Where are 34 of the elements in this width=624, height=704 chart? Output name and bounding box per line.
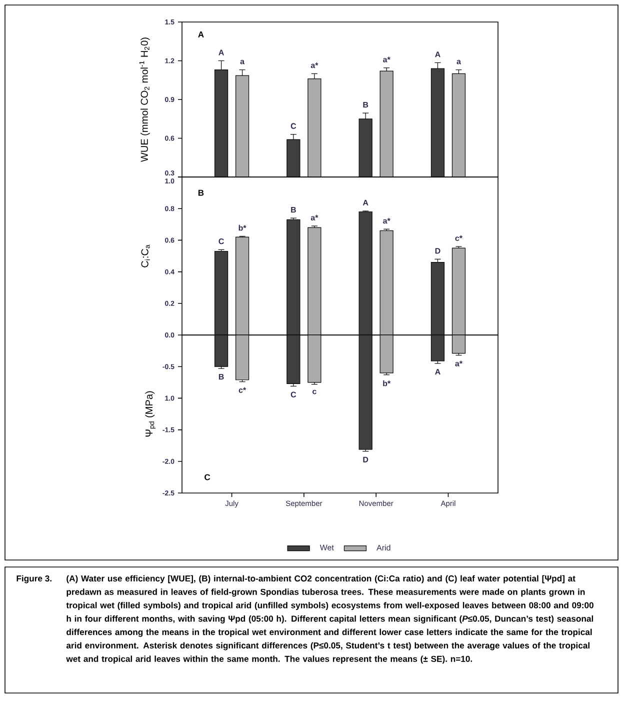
data-label: A bbox=[218, 50, 224, 56]
data-label: D bbox=[435, 248, 440, 254]
data-label: a bbox=[456, 60, 461, 64]
data-label: A bbox=[362, 200, 368, 206]
data-label: a* bbox=[455, 360, 462, 366]
y-axis-title: Ψ$_{pd}$ (MPa) bbox=[145, 391, 156, 437]
legend-label: Arid bbox=[376, 544, 390, 551]
data-label: a* bbox=[310, 62, 318, 68]
data-label: b* bbox=[383, 380, 391, 386]
y-axis-title: C$_{i}$:C$_{a}$ bbox=[141, 244, 150, 268]
data-label: C bbox=[290, 392, 296, 398]
data-label: A bbox=[435, 52, 440, 58]
caption: Figure 3. bbox=[16, 575, 52, 584]
data-label: c* bbox=[455, 235, 462, 241]
data-label: a* bbox=[383, 218, 390, 224]
data-label: c bbox=[312, 390, 316, 394]
data-label: A bbox=[435, 368, 440, 374]
annotation: A bbox=[198, 31, 204, 38]
data-label: C bbox=[218, 238, 224, 244]
legend-label: Wet bbox=[320, 544, 334, 550]
text: (A) Water use efficiency [WUE], (B) internal-to-ambient CO2 concentration (Ci:Ca ratio) and (C) leaf water potential [Ψpd] at predawn as measured in leaves of field-grown Spondias tuberosa trees. These measurements were made on plants grown in tropical wet (filled symbols) and tropical arid (unfilled symbols) ecosystems from well-exposed leaves between 08:00 and 09:00 h in four different months, with saving Ψpd (05:00 h). Different capital letters mean significant (P≤0.05, Duncan’s test) seasonal differences among the means in the tropical wet environment and different lower case letters indicate the same for the tropical arid environment. Asterisk denotes significant differences (P≤0.05, Student’s t test) between the average values of the tropical wet and tropical arid leaves within the same month. The values represent the means (± SE). n=10. bbox=[66, 575, 594, 664]
y-axis-title: WUE (mmol CO$_{2}$ mol$^{-1}$ H$_{2}$0) bbox=[139, 38, 150, 162]
annotation: C bbox=[204, 474, 210, 480]
data-label: a* bbox=[383, 56, 390, 62]
data-label: B bbox=[363, 102, 368, 108]
data-label: a bbox=[240, 60, 245, 64]
data-label: D bbox=[363, 456, 368, 462]
data-label: b* bbox=[238, 224, 246, 231]
data-label: a* bbox=[310, 214, 318, 220]
data-label: c* bbox=[238, 387, 246, 393]
data-label: B bbox=[291, 207, 296, 213]
annotation: B bbox=[198, 190, 204, 196]
data-label: B bbox=[218, 374, 224, 380]
data-label: C bbox=[290, 123, 296, 129]
